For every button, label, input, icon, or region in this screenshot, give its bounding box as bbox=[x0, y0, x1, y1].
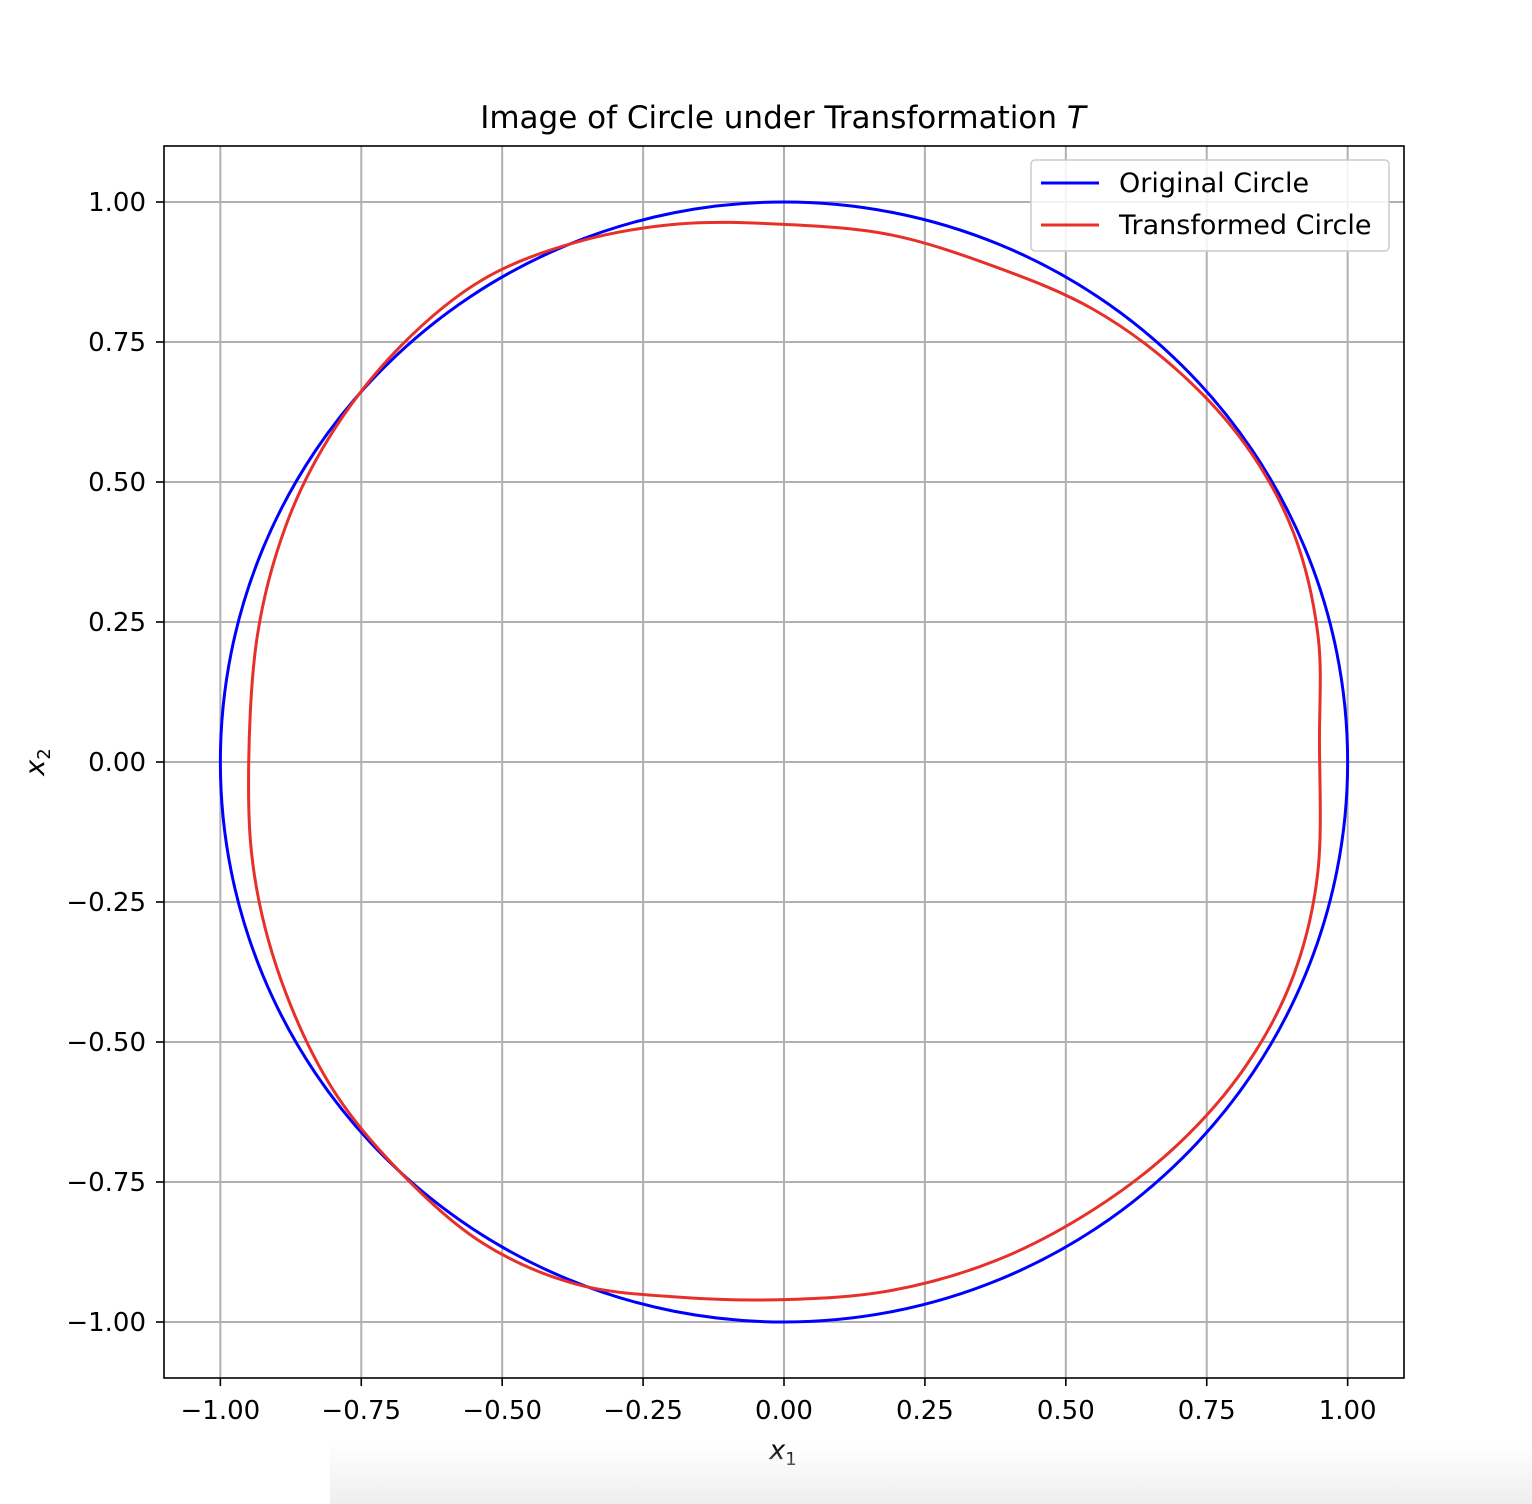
x-tick-label: −0.25 bbox=[603, 1396, 683, 1426]
x-tick-label: 1.00 bbox=[1319, 1396, 1377, 1426]
chart-title: Image of Circle under Transformation T bbox=[480, 100, 1088, 136]
x-tick-label: 0.75 bbox=[1178, 1396, 1236, 1426]
legend-label-transformed-circle: Transformed Circle bbox=[1118, 210, 1371, 241]
y-tick-label: −0.25 bbox=[66, 888, 146, 918]
y-tick-label: 0.50 bbox=[88, 468, 146, 498]
bottom-shadow bbox=[330, 1444, 1532, 1504]
y-tick-label: −1.00 bbox=[66, 1308, 146, 1338]
x-tick-labels: −1.00 −0.75 −0.50 −0.25 0.00 0.25 0.50 0.75 1.00 bbox=[181, 1396, 1377, 1426]
x-tick-label: 0.50 bbox=[1037, 1396, 1095, 1426]
tick-marks bbox=[156, 201, 1349, 1386]
series-lines bbox=[218, 200, 1350, 1324]
x-tick-label: 0.25 bbox=[896, 1396, 954, 1426]
y-tick-label: 0.75 bbox=[88, 328, 146, 358]
y-tick-labels: −1.00 −0.75 −0.50 −0.25 0.00 0.25 0.50 0.75 1.00 bbox=[66, 188, 146, 1338]
series-line-original-circle bbox=[218, 200, 1350, 1324]
y-tick-label: 1.00 bbox=[88, 188, 146, 218]
y-tick-label: 0.25 bbox=[88, 608, 146, 638]
legend-label-original-circle: Original Circle bbox=[1119, 168, 1309, 199]
x-tick-label: −0.75 bbox=[321, 1396, 401, 1426]
legend: Original Circle Transformed Circle bbox=[1030, 159, 1390, 252]
y-tick-label: −0.75 bbox=[66, 1168, 146, 1198]
x-tick-label: −0.50 bbox=[462, 1396, 542, 1426]
series-line-transformed-circle bbox=[247, 220, 1322, 1302]
y-tick-label: 0.00 bbox=[88, 748, 146, 778]
x-tick-label: 0.00 bbox=[755, 1396, 813, 1426]
x-tick-label: −1.00 bbox=[181, 1396, 261, 1426]
legend-box bbox=[1030, 159, 1390, 252]
y-axis-label-group: x2 bbox=[20, 748, 55, 776]
y-tick-label: −0.50 bbox=[66, 1028, 146, 1058]
y-axis-label: x2 bbox=[20, 748, 55, 776]
